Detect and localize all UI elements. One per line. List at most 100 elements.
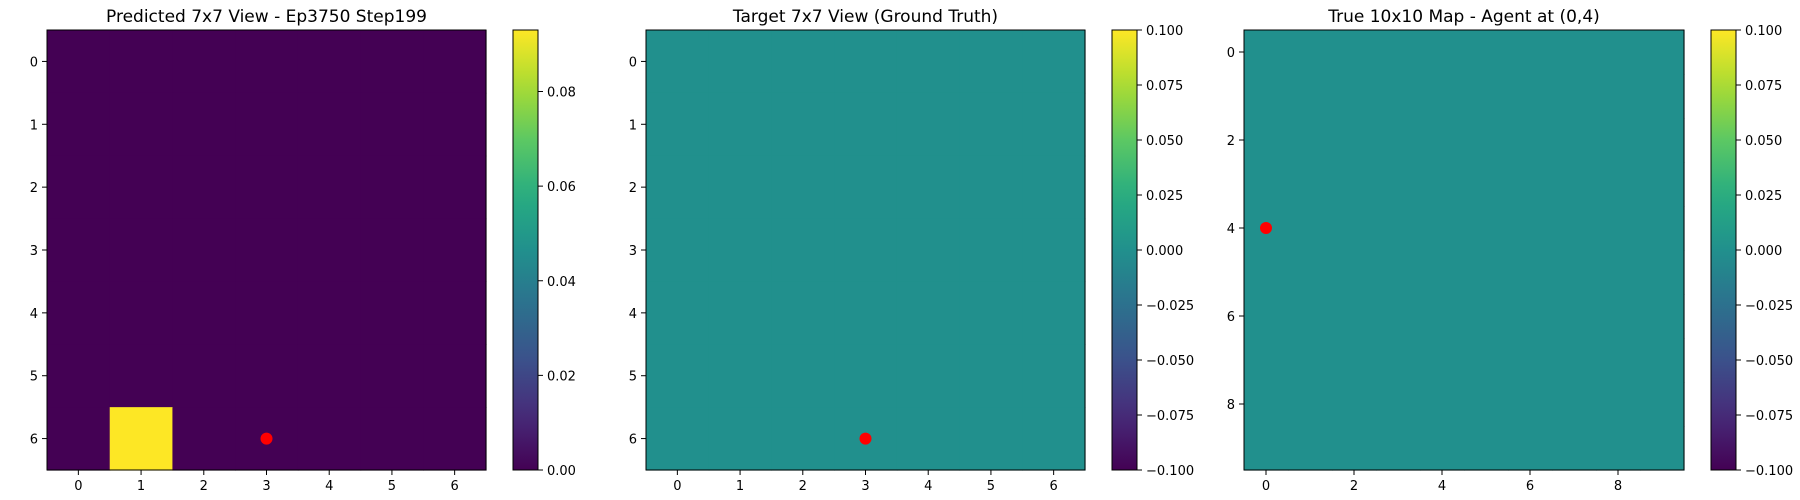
heatmap-cell bbox=[1464, 30, 1509, 75]
heatmap-cell bbox=[360, 30, 424, 94]
heatmap-cell bbox=[172, 92, 236, 157]
heatmap-cell bbox=[1640, 426, 1685, 471]
heatmap-cell bbox=[1376, 250, 1421, 295]
x-tick-label: 0 bbox=[673, 479, 681, 494]
y-tick-label: 2 bbox=[629, 181, 637, 196]
heatmap-cell bbox=[1464, 294, 1509, 339]
heatmap-cell bbox=[1332, 338, 1377, 383]
colorbar bbox=[1711, 30, 1736, 470]
heatmap-cell bbox=[1376, 206, 1421, 251]
heatmap-cell bbox=[1596, 118, 1641, 163]
heatmap-cell bbox=[708, 155, 773, 220]
x-tick-label: 1 bbox=[137, 479, 145, 494]
heatmap-cell bbox=[1376, 162, 1421, 207]
heatmap-cell bbox=[297, 92, 362, 157]
heatmap-cell bbox=[708, 30, 773, 94]
heatmap-cell bbox=[1288, 118, 1333, 163]
heatmap-cell bbox=[235, 281, 299, 345]
heatmap-cell bbox=[423, 30, 487, 94]
heatmap-cell bbox=[1640, 338, 1685, 383]
heatmap-cell bbox=[1244, 294, 1289, 339]
heatmap-cell bbox=[1244, 30, 1289, 75]
x-tick-label: 6 bbox=[451, 479, 459, 494]
colorbar-tick-label: 0.075 bbox=[1745, 79, 1782, 94]
heatmap-cell bbox=[834, 218, 898, 283]
y-tick-label: 2 bbox=[1227, 134, 1235, 149]
heatmap-panel-1: Predicted 7x7 View - Ep3750 Step199 0 1 2 3 4… bbox=[30, 7, 576, 494]
heatmap-cell bbox=[1376, 382, 1421, 427]
heatmap-cell bbox=[47, 155, 111, 220]
y-tick-label: 8 bbox=[1227, 398, 1235, 413]
heatmap-cell bbox=[1244, 250, 1289, 295]
heatmap-cell bbox=[1244, 426, 1289, 471]
heatmap-cell bbox=[646, 407, 710, 471]
x-tick-label: 0 bbox=[1262, 479, 1270, 494]
heatmap-cell bbox=[1022, 92, 1086, 157]
heatmap-cell bbox=[360, 281, 424, 345]
x-tick-label: 6 bbox=[1050, 479, 1058, 494]
heatmap-cell bbox=[1420, 74, 1465, 119]
heatmap-cell bbox=[1420, 426, 1465, 471]
heatmap-cell bbox=[1376, 30, 1421, 75]
colorbar-tick-label: 0.06 bbox=[547, 180, 576, 195]
heatmap-cell bbox=[834, 30, 898, 94]
heatmap-cell bbox=[360, 218, 424, 283]
heatmap-cell bbox=[959, 218, 1023, 283]
x-tick-label: 5 bbox=[388, 479, 396, 494]
heatmap-cell bbox=[297, 281, 362, 345]
y-tick-label: 0 bbox=[30, 55, 38, 70]
colorbar-tick-label: 0.075 bbox=[1146, 79, 1183, 94]
heatmap-cell bbox=[896, 344, 961, 408]
heatmap-cell bbox=[109, 281, 174, 345]
heatmap-cell bbox=[1288, 30, 1333, 75]
x-tick-label: 6 bbox=[1526, 479, 1534, 494]
heatmap-cell bbox=[1508, 206, 1553, 251]
heatmap-cell bbox=[708, 344, 773, 408]
heatmap-cell bbox=[423, 92, 487, 157]
heatmap-cell bbox=[47, 30, 111, 94]
colorbar-tick-label: 0.000 bbox=[1146, 244, 1183, 259]
agent-marker bbox=[260, 432, 273, 445]
heatmap-cell bbox=[172, 218, 236, 283]
heatmap-cell bbox=[1376, 74, 1421, 119]
colorbar-tick-label: 0.04 bbox=[547, 275, 576, 290]
heatmap-cell bbox=[360, 407, 424, 471]
x-tick-label: 2 bbox=[200, 479, 208, 494]
heatmap-cell bbox=[896, 407, 961, 471]
heatmap-cell bbox=[1022, 155, 1086, 220]
heatmap-cell bbox=[1332, 294, 1377, 339]
heatmap-cell bbox=[1332, 382, 1377, 427]
heatmap-cell bbox=[771, 344, 835, 408]
heatmap-cell bbox=[109, 218, 174, 283]
heatmap-cell bbox=[959, 407, 1023, 471]
x-tick-label: 3 bbox=[262, 479, 270, 494]
heatmap-cell bbox=[109, 30, 174, 94]
heatmap-cell bbox=[235, 30, 299, 94]
heatmap-cell bbox=[1022, 344, 1086, 408]
y-tick-label: 4 bbox=[629, 307, 637, 322]
heatmap-cell bbox=[423, 344, 487, 408]
colorbar-tick-label: 0.050 bbox=[1146, 134, 1183, 149]
colorbar-tick-label: −0.050 bbox=[1146, 354, 1194, 369]
heatmap-cell bbox=[708, 218, 773, 283]
colorbar-tick-label: 0.000 bbox=[1745, 244, 1782, 259]
heatmap-cell bbox=[771, 30, 835, 94]
heatmap-cell bbox=[1552, 206, 1597, 251]
heatmap-cell bbox=[708, 407, 773, 471]
heatmap-cell bbox=[1596, 206, 1641, 251]
heatmap-cell bbox=[1332, 162, 1377, 207]
heatmap-cell bbox=[1596, 426, 1641, 471]
heatmap-cell bbox=[1464, 338, 1509, 383]
heatmap-cell bbox=[47, 407, 111, 471]
heatmap-cell bbox=[708, 281, 773, 345]
heatmap-cell bbox=[1288, 74, 1333, 119]
heatmap-cell bbox=[1332, 118, 1377, 163]
heatmap-cell bbox=[896, 155, 961, 220]
heatmap-cell bbox=[1332, 426, 1377, 471]
heatmap-cell bbox=[1508, 382, 1553, 427]
heatmap-cell bbox=[1420, 206, 1465, 251]
heatmap-cell bbox=[1376, 338, 1421, 383]
heatmap-panel-2: Target 7x7 View (Ground Truth) 0 1 2 3 4 5 6 0 1 2… bbox=[629, 7, 1194, 494]
heatmap-cell bbox=[1508, 162, 1553, 207]
heatmap-cell bbox=[959, 30, 1023, 94]
